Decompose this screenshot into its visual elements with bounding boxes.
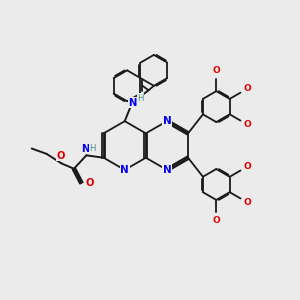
Text: N: N [163, 116, 171, 126]
Text: O: O [244, 120, 251, 129]
Text: O: O [212, 216, 220, 225]
Text: O: O [244, 198, 251, 207]
Text: O: O [244, 84, 251, 93]
Text: N: N [129, 98, 137, 108]
Text: N: N [163, 165, 171, 175]
Text: H: H [137, 94, 144, 103]
Text: O: O [85, 178, 94, 188]
Text: O: O [212, 66, 220, 75]
Text: O: O [244, 162, 251, 171]
Text: H: H [89, 144, 96, 153]
Text: N: N [82, 144, 90, 154]
Text: N: N [120, 165, 129, 175]
Text: O: O [57, 151, 65, 161]
